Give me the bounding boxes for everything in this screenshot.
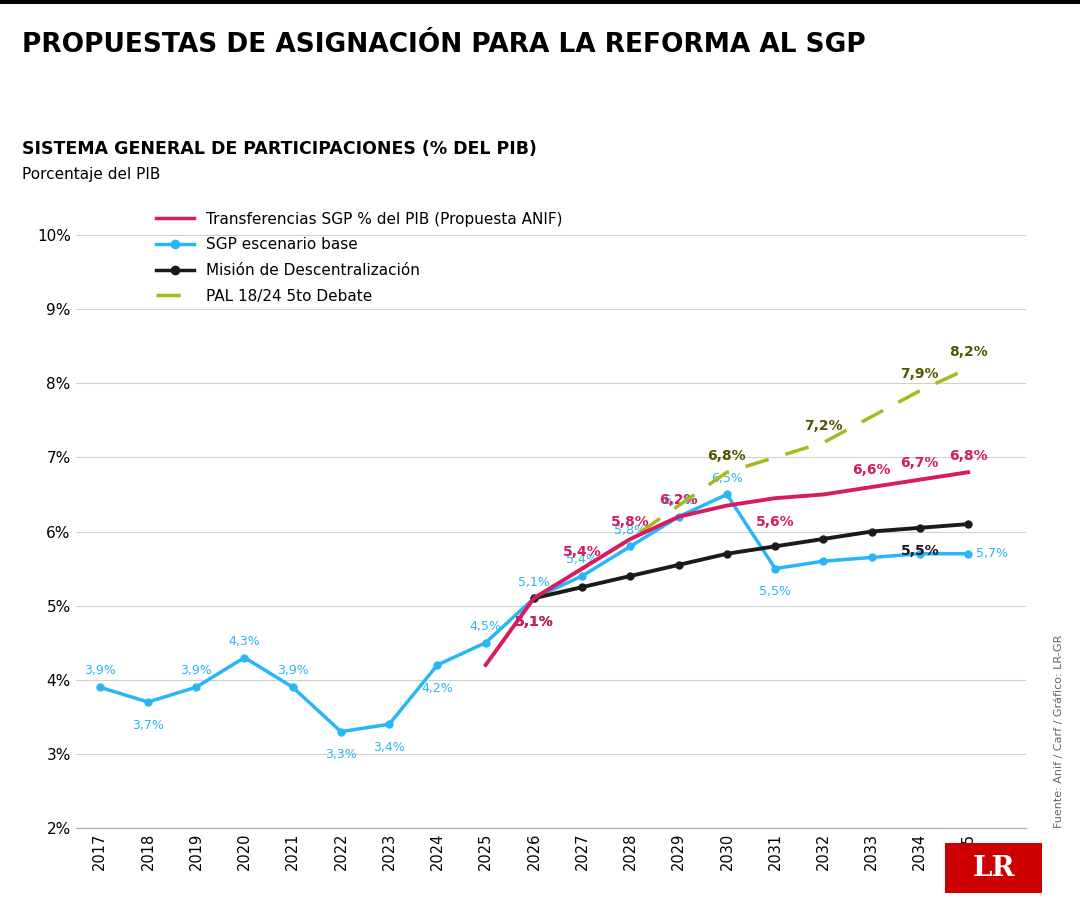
Text: 6,8%: 6,8% <box>949 448 987 463</box>
Text: 6,8%: 6,8% <box>707 448 746 463</box>
Text: 5,8%: 5,8% <box>615 524 647 536</box>
Text: 4,5%: 4,5% <box>470 620 501 633</box>
Text: 4,3%: 4,3% <box>229 634 260 648</box>
Text: 3,3%: 3,3% <box>325 748 356 761</box>
Text: 5,5%: 5,5% <box>901 544 940 559</box>
Text: Porcentaje del PIB: Porcentaje del PIB <box>22 166 160 182</box>
Text: 6,7%: 6,7% <box>901 456 940 470</box>
Text: 5,4%: 5,4% <box>566 554 598 566</box>
Legend: Transferencias SGP % del PIB (Propuesta ANIF), SGP escenario base, Misión de Des: Transferencias SGP % del PIB (Propuesta … <box>150 205 569 310</box>
Text: 3,7%: 3,7% <box>132 719 164 732</box>
Text: 7,2%: 7,2% <box>805 418 842 433</box>
Text: 5,5%: 5,5% <box>759 585 792 598</box>
Text: 3,9%: 3,9% <box>84 664 116 678</box>
Text: Fuente: Anif / Carf / Gráfico: LR-GR: Fuente: Anif / Carf / Gráfico: LR-GR <box>1054 634 1064 828</box>
Text: 6,2%: 6,2% <box>659 493 698 507</box>
Text: 5,1%: 5,1% <box>514 615 553 629</box>
Text: PROPUESTAS DE ASIGNACIÓN PARA LA REFORMA AL SGP: PROPUESTAS DE ASIGNACIÓN PARA LA REFORMA… <box>22 32 865 58</box>
Text: 5,6%: 5,6% <box>756 515 795 529</box>
Text: 5,4%: 5,4% <box>563 544 602 559</box>
Text: 6,6%: 6,6% <box>852 464 891 477</box>
Text: 3,9%: 3,9% <box>276 664 309 678</box>
Text: 7,9%: 7,9% <box>901 367 940 381</box>
Text: 5,8%: 5,8% <box>611 515 650 529</box>
Text: 5,1%: 5,1% <box>514 615 553 629</box>
Text: 8,2%: 8,2% <box>948 345 987 359</box>
Text: 5,7%: 5,7% <box>976 547 1009 561</box>
Text: 4,2%: 4,2% <box>421 681 454 695</box>
Text: LR: LR <box>972 855 1015 882</box>
Text: 6,5%: 6,5% <box>711 472 743 485</box>
Text: SISTEMA GENERAL DE PARTICIPACIONES (% DEL PIB): SISTEMA GENERAL DE PARTICIPACIONES (% DE… <box>22 140 537 158</box>
Text: 5,1%: 5,1% <box>518 575 550 589</box>
Text: 3,9%: 3,9% <box>180 664 212 678</box>
Text: 6,2%: 6,2% <box>663 494 694 507</box>
Text: 3,4%: 3,4% <box>374 741 405 754</box>
